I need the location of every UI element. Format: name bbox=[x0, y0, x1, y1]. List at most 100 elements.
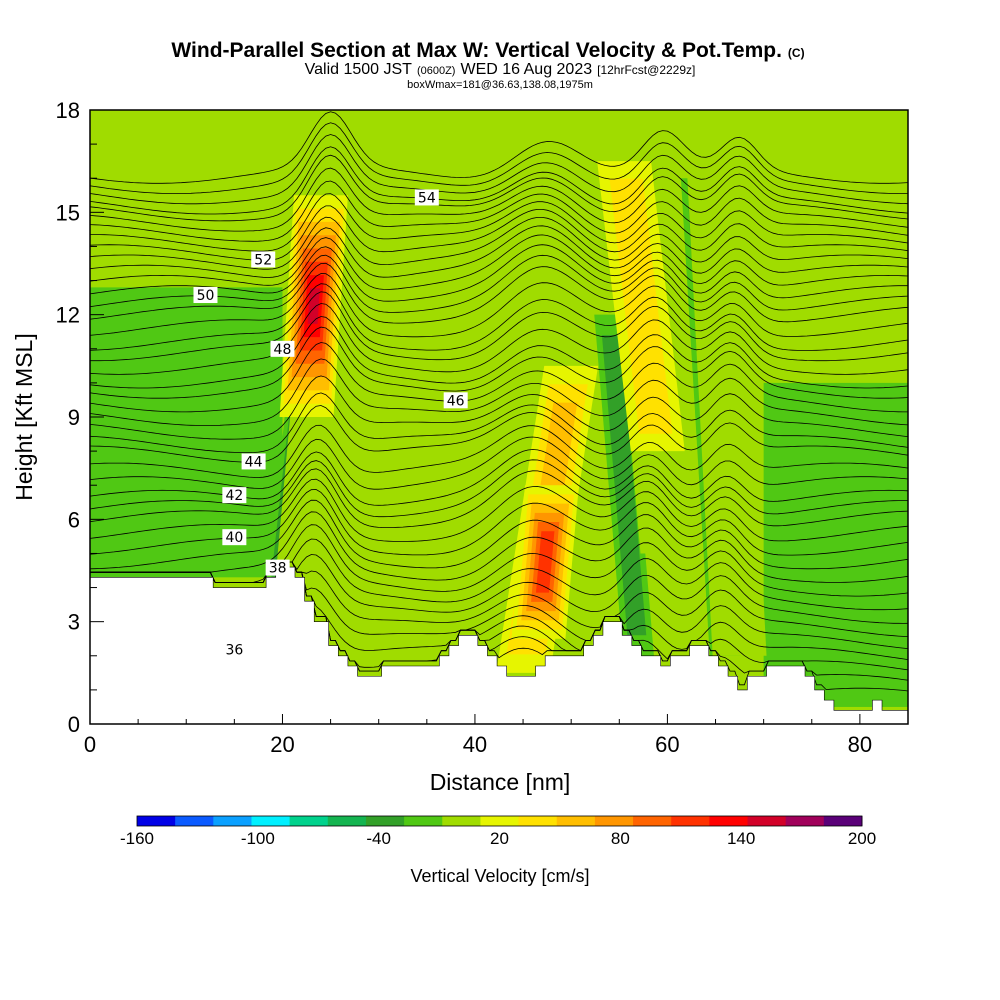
contour-label-text: 36 bbox=[225, 642, 243, 658]
colorbar-tick-label: -160 bbox=[120, 829, 154, 848]
contour-label-40: 40 bbox=[222, 529, 247, 546]
updraft-core-7-0 bbox=[683, 110, 767, 656]
theta-contour-17 bbox=[90, 511, 908, 583]
x-tick-label: 60 bbox=[655, 732, 679, 757]
y-tick-label: 3 bbox=[68, 610, 80, 635]
contour-label-bg bbox=[222, 529, 247, 546]
contour-label-44: 44 bbox=[241, 453, 266, 470]
contour-label-bg bbox=[414, 189, 439, 206]
colorbar-swatch bbox=[480, 816, 520, 826]
theta-contour-32 bbox=[90, 262, 908, 324]
terrain-mask bbox=[90, 566, 908, 724]
theta-contour-42 bbox=[90, 122, 908, 194]
colorbar-swatch bbox=[633, 816, 672, 826]
theta-contour-36 bbox=[90, 216, 908, 270]
updraft-core-4-5 bbox=[535, 531, 555, 593]
colorbar-swatch bbox=[365, 816, 405, 826]
colorbar-tick-label: 200 bbox=[848, 829, 876, 848]
theta-contour-16 bbox=[90, 538, 908, 611]
theta-contour-37 bbox=[90, 193, 908, 252]
colorbar-swatch bbox=[594, 816, 634, 826]
theta-contour-35 bbox=[90, 225, 908, 278]
colorbar-tick-label: -100 bbox=[241, 829, 275, 848]
contour-label-bg bbox=[222, 641, 247, 658]
contour-label-54: 54 bbox=[414, 189, 439, 206]
theta-contour-34 bbox=[90, 234, 908, 290]
colorbar-label: Vertical Velocity [cm/s] bbox=[410, 866, 589, 886]
weak-sink-region-east bbox=[763, 382, 908, 707]
theta-contour-6 bbox=[90, 303, 908, 375]
y-tick-label: 12 bbox=[56, 303, 80, 328]
contour-label-42: 42 bbox=[222, 487, 247, 504]
theta-contour-24 bbox=[90, 392, 908, 454]
downdraft-core-2-1 bbox=[601, 335, 647, 636]
colorbar-swatch bbox=[442, 816, 481, 826]
y-tick-label: 18 bbox=[56, 98, 80, 123]
contour-label-text: 42 bbox=[225, 488, 243, 504]
chart-title: Wind-Parallel Section at Max W: Vertical… bbox=[171, 39, 804, 62]
x-tick-label: 40 bbox=[463, 732, 487, 757]
y-tick-label: 6 bbox=[68, 507, 80, 532]
contour-label-52: 52 bbox=[251, 251, 276, 268]
weak-sink-region-west bbox=[90, 287, 283, 578]
colorbar-swatch bbox=[327, 816, 367, 826]
contour-labels: 36 38 40 42 44 46 48 50 52 54 bbox=[193, 189, 468, 658]
theta-contour-5 bbox=[90, 342, 908, 413]
theta-contour-41 bbox=[90, 134, 908, 205]
colorbar-tick-label: 20 bbox=[490, 829, 509, 848]
colorbar-swatch bbox=[251, 816, 291, 826]
contour-label-text: 48 bbox=[274, 342, 292, 358]
theta-contour-9 bbox=[90, 146, 908, 215]
contour-label-48: 48 bbox=[270, 340, 295, 358]
theta-contour-38 bbox=[90, 180, 908, 242]
theta-contour-25 bbox=[90, 375, 908, 440]
x-tick-label: 0 bbox=[84, 732, 96, 757]
theta-contour-21 bbox=[90, 459, 908, 518]
colorbar-tick-label: 80 bbox=[611, 829, 630, 848]
x-tick-label: 80 bbox=[848, 732, 872, 757]
colorbar-swatch bbox=[213, 816, 252, 826]
contour-label-bg bbox=[222, 487, 247, 504]
contour-label-bg bbox=[443, 392, 468, 409]
x-axis: 0 20 40 60 80 bbox=[84, 714, 909, 757]
x-axis-label: Distance [nm] bbox=[430, 769, 571, 795]
colorbar-tick-label: -40 bbox=[366, 829, 391, 848]
y-axis-label: Height [Kft MSL] bbox=[11, 333, 37, 500]
theta-contour-18 bbox=[90, 499, 908, 570]
contour-label-text: 38 bbox=[269, 561, 287, 577]
y-tick-label: 9 bbox=[68, 405, 80, 430]
theta-contour-33 bbox=[90, 244, 908, 302]
theta-contour-27 bbox=[90, 326, 908, 399]
chart-subtitle: Valid 1500 JST (0600Z) WED 16 Aug 2023 [12h… bbox=[305, 61, 696, 78]
colorbar-swatch bbox=[404, 816, 443, 826]
theta-contour-19 bbox=[90, 478, 908, 542]
colorbar-frame bbox=[136, 815, 863, 827]
contour-label-46: 46 bbox=[443, 392, 468, 409]
x-tick-label: 20 bbox=[270, 732, 294, 757]
y-tick-label: 15 bbox=[56, 200, 80, 225]
theta-contour-7 bbox=[90, 254, 908, 313]
colorbar-swatch bbox=[709, 816, 749, 826]
theta-contour-39 bbox=[90, 167, 908, 232]
colorbar: -160 -100 -40 20 80 140 200 bbox=[120, 815, 876, 848]
theta-contour-29 bbox=[90, 291, 908, 362]
contour-label-text: 50 bbox=[197, 288, 215, 304]
colorbar-swatch bbox=[671, 816, 710, 826]
colorbar-swatch bbox=[823, 816, 863, 826]
theta-contour-4 bbox=[90, 405, 908, 463]
colorbar-swatch bbox=[175, 816, 214, 826]
colorbar-swatch bbox=[518, 816, 558, 826]
plot-area: 36 38 40 42 44 46 48 50 52 54 bbox=[90, 110, 908, 724]
y-axis: 0 3 6 9 12 15 18 bbox=[56, 98, 104, 737]
theta-contour-43 bbox=[90, 111, 908, 184]
colorbar-swatch bbox=[556, 816, 596, 826]
contour-label-bg bbox=[270, 340, 295, 357]
contour-label-36: 36 bbox=[222, 641, 247, 658]
colorbar-swatch bbox=[747, 816, 787, 826]
contour-label-text: 40 bbox=[225, 530, 243, 546]
contour-label-text: 46 bbox=[447, 393, 465, 409]
contour-label-text: 52 bbox=[254, 252, 272, 268]
contour-label-38: 38 bbox=[265, 559, 290, 577]
theta-contour-20 bbox=[90, 468, 908, 528]
